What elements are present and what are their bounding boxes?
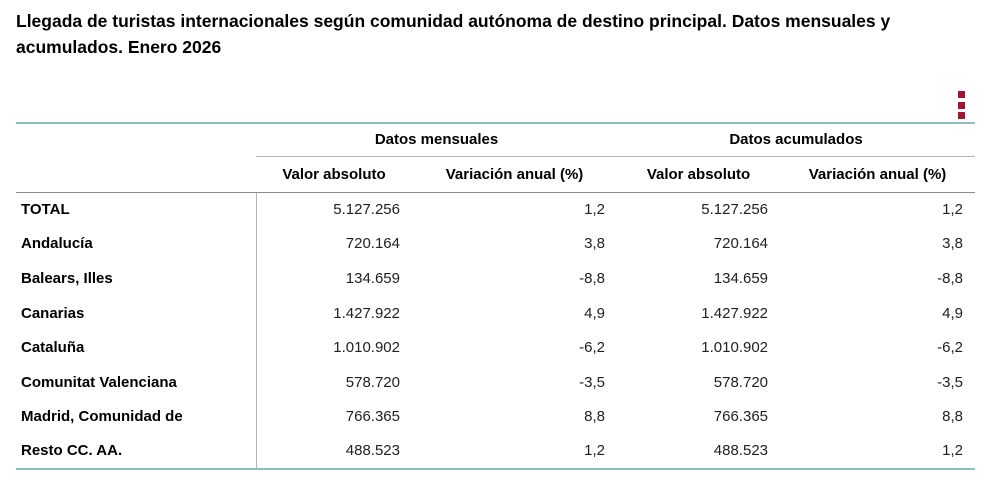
monthly-variation-value: 1,2 xyxy=(584,201,606,219)
monthly-variation-value: -3,5 xyxy=(579,373,606,391)
page: Llegada de turistas internacionales segú… xyxy=(0,8,991,487)
table-row-cataluna: Cataluña 1.010.902 -6,2 1.010.902 -6,2 xyxy=(16,330,975,365)
row-label: TOTAL xyxy=(16,192,257,227)
sub-header-row: Valor absoluto Variación anual (%) Valor… xyxy=(16,156,976,193)
accumulated-absolute-value: 766.365 xyxy=(713,408,769,426)
column-header-accumulated-variation: Variación anual (%) xyxy=(780,156,976,193)
row-label: Canarias xyxy=(16,295,257,331)
accumulated-variation-value: 4,9 xyxy=(942,304,964,322)
accumulated-variation-value: 1,2 xyxy=(942,442,964,460)
column-header-accumulated-absolute: Valor absoluto xyxy=(617,156,781,193)
accumulated-absolute-value: 1.427.922 xyxy=(701,304,769,322)
table-row-balears: Balears, Illes 134.659 -8,8 134.659 -8,8 xyxy=(16,261,975,296)
accumulated-absolute-value: 134.659 xyxy=(713,269,769,287)
monthly-variation-value: -8,8 xyxy=(579,269,606,287)
table-row-canarias: Canarias 1.427.922 4,9 1.427.922 4,9 xyxy=(16,295,975,331)
table-row-total: TOTAL 5.127.256 1,2 5.127.256 1,2 xyxy=(16,192,975,227)
kebab-menu-icon xyxy=(957,112,965,119)
monthly-variation-value: 3,8 xyxy=(584,235,606,253)
group-header-accumulated: Datos acumulados xyxy=(617,123,976,157)
page-title: Llegada de turistas internacionales segú… xyxy=(16,11,891,57)
kebab-menu-icon xyxy=(957,91,965,98)
table-row-valenciana: Comunitat Valenciana 578.720 -3,5 578.72… xyxy=(16,364,975,400)
monthly-absolute-value: 488.523 xyxy=(345,442,400,460)
column-header-monthly-variation: Variación anual (%) xyxy=(412,156,618,193)
accumulated-absolute-value: 578.720 xyxy=(713,373,769,391)
monthly-absolute-value: 1.427.922 xyxy=(333,304,400,322)
row-label: Madrid, Comunidad de xyxy=(16,399,257,435)
accumulated-variation-value: 1,2 xyxy=(942,201,964,219)
group-header-row: Datos mensuales Datos acumulados xyxy=(16,123,976,157)
table-row-madrid: Madrid, Comunidad de 766.365 8,8 766.365… xyxy=(16,399,975,435)
column-header-monthly-absolute: Valor absoluto xyxy=(256,156,412,193)
monthly-variation-value: -6,2 xyxy=(579,339,606,357)
accumulated-absolute-value: 488.523 xyxy=(713,442,769,460)
accumulated-variation-value: 3,8 xyxy=(942,235,964,253)
group-header-monthly: Datos mensuales xyxy=(256,123,618,157)
accumulated-absolute-value: 5.127.256 xyxy=(701,201,769,219)
row-label: Cataluña xyxy=(16,330,257,365)
accumulated-variation-value: -3,5 xyxy=(937,373,964,391)
monthly-absolute-value: 5.127.256 xyxy=(333,201,400,219)
monthly-absolute-value: 1.010.902 xyxy=(333,339,400,357)
monthly-variation-value: 4,9 xyxy=(584,304,606,322)
row-label: Resto CC. AA. xyxy=(16,434,257,469)
row-label: Andalucía xyxy=(16,226,257,262)
monthly-variation-value: 1,2 xyxy=(584,442,606,460)
accumulated-variation-value: 8,8 xyxy=(942,408,964,426)
table-row-resto: Resto CC. AA. 488.523 1,2 488.523 1,2 xyxy=(16,434,975,469)
kebab-menu-button[interactable] xyxy=(953,89,969,121)
tourist-arrivals-table: Datos mensuales Datos acumulados Valor a… xyxy=(16,122,976,470)
monthly-variation-value: 8,8 xyxy=(584,408,606,426)
kebab-menu-icon xyxy=(957,101,965,109)
monthly-absolute-value: 720.164 xyxy=(345,235,400,253)
table-row-andalucia: Andalucía 720.164 3,8 720.164 3,8 xyxy=(16,226,975,262)
accumulated-absolute-value: 720.164 xyxy=(713,235,769,253)
corner-cell xyxy=(16,123,256,156)
corner-cell xyxy=(16,156,256,193)
accumulated-variation-value: -8,8 xyxy=(937,269,964,287)
monthly-absolute-value: 578.720 xyxy=(345,373,400,391)
accumulated-variation-value: -6,2 xyxy=(937,339,964,357)
accumulated-absolute-value: 1.010.902 xyxy=(701,339,769,357)
row-label: Comunitat Valenciana xyxy=(16,364,257,400)
monthly-absolute-value: 134.659 xyxy=(345,269,400,287)
monthly-absolute-value: 766.365 xyxy=(345,408,400,426)
row-label: Balears, Illes xyxy=(16,261,257,296)
